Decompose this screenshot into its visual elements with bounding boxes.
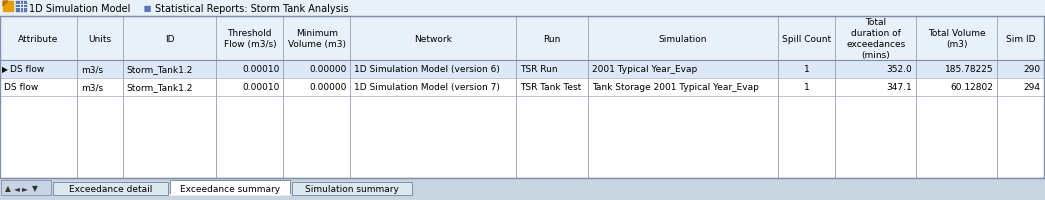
Bar — [0, 17, 1045, 178]
Text: 0.00000: 0.00000 — [309, 65, 347, 74]
Text: TSR Run: TSR Run — [519, 65, 557, 74]
Text: m3/s: m3/s — [80, 83, 102, 92]
Text: Units: Units — [88, 34, 111, 43]
Text: m3/s: m3/s — [80, 65, 102, 74]
Text: Threshold
Flow (m3/s): Threshold Flow (m3/s) — [224, 29, 276, 49]
Text: Exceedance summary: Exceedance summary — [180, 184, 280, 193]
Text: ◄: ◄ — [14, 183, 20, 192]
Text: 290: 290 — [1023, 65, 1040, 74]
Text: 185.78225: 185.78225 — [945, 65, 993, 74]
Text: Minimum
Volume (m3): Minimum Volume (m3) — [288, 29, 346, 49]
Text: 1: 1 — [804, 65, 809, 74]
Bar — [292, 182, 413, 195]
Text: Storm_Tank1.2: Storm_Tank1.2 — [126, 83, 193, 92]
Text: DS flow: DS flow — [10, 65, 44, 74]
Text: Storm_Tank1.2: Storm_Tank1.2 — [126, 65, 193, 74]
Polygon shape — [3, 2, 8, 7]
Text: Spill Count: Spill Count — [782, 34, 831, 43]
Text: 0.00010: 0.00010 — [242, 65, 279, 74]
Text: Total
duration of
exceedances
(mins): Total duration of exceedances (mins) — [846, 18, 905, 60]
Text: 1D Simulation Model (version 7): 1D Simulation Model (version 7) — [354, 83, 501, 92]
Text: ▲: ▲ — [5, 183, 10, 192]
Bar — [0, 17, 1045, 61]
Text: ■: ■ — [141, 4, 154, 13]
Bar — [16, 2, 26, 12]
Text: 347.1: 347.1 — [886, 83, 912, 92]
Text: ►: ► — [22, 183, 28, 192]
Text: 1: 1 — [804, 83, 809, 92]
Text: ID: ID — [165, 34, 175, 43]
Text: Network: Network — [414, 34, 452, 43]
Bar — [169, 180, 291, 195]
Text: Total Volume
(m3): Total Volume (m3) — [928, 29, 985, 49]
Text: Simulation: Simulation — [658, 34, 707, 43]
Text: TSR Tank Test: TSR Tank Test — [519, 83, 581, 92]
Text: 60.12802: 60.12802 — [950, 83, 993, 92]
Text: Sim ID: Sim ID — [1006, 34, 1036, 43]
Text: 0.00000: 0.00000 — [309, 83, 347, 92]
Text: 1D Simulation Model: 1D Simulation Model — [29, 3, 131, 13]
Bar — [3, 2, 13, 12]
Text: Attribute: Attribute — [18, 34, 59, 43]
Text: 352.0: 352.0 — [886, 65, 912, 74]
Text: 294: 294 — [1023, 83, 1040, 92]
Bar — [0, 79, 1045, 97]
Bar — [53, 182, 167, 195]
Text: Run: Run — [543, 34, 560, 43]
Text: DS flow: DS flow — [4, 83, 39, 92]
Text: Exceedance detail: Exceedance detail — [69, 184, 152, 193]
Text: Simulation summary: Simulation summary — [305, 184, 399, 193]
Bar — [0, 61, 1045, 79]
Text: 0.00010: 0.00010 — [242, 83, 279, 92]
Text: ▶: ▶ — [2, 65, 8, 74]
Text: Tank Storage 2001 Typical Year_Evap: Tank Storage 2001 Typical Year_Evap — [593, 83, 759, 92]
Bar — [0, 178, 1045, 200]
Text: ▼: ▼ — [32, 183, 38, 192]
Bar — [1, 180, 51, 195]
Bar — [0, 0, 1045, 17]
Text: 2001 Typical Year_Evap: 2001 Typical Year_Evap — [593, 65, 697, 74]
Bar — [0, 17, 1044, 178]
Text: Statistical Reports: Storm Tank Analysis: Statistical Reports: Storm Tank Analysis — [155, 3, 349, 13]
Text: 1D Simulation Model (version 6): 1D Simulation Model (version 6) — [354, 65, 501, 74]
